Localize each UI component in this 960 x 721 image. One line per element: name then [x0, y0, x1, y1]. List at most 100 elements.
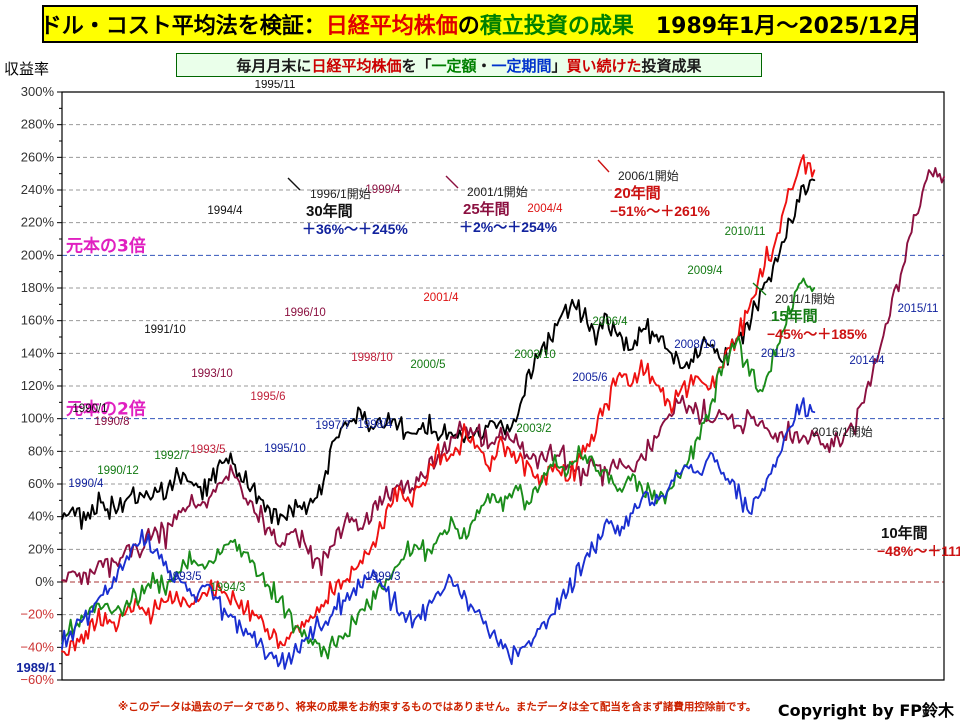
y-tick-label: 280% — [21, 117, 55, 132]
series-line-4 — [61, 397, 816, 670]
y-tick-label: 140% — [21, 345, 55, 360]
point-label: 1994/3 — [210, 582, 245, 594]
point-label: 2000/11 — [412, 80, 453, 81]
point-label: 1998/4 — [357, 419, 393, 431]
y-tick-label: 240% — [21, 182, 55, 197]
series-period-label-3: 15年間 — [771, 307, 818, 325]
y-tick-label: 200% — [21, 247, 55, 262]
title-part-2: 日経平均株価 — [325, 14, 458, 39]
series-range-label-0: ＋36%〜＋245% — [302, 221, 408, 237]
point-label: 1990/4 — [68, 478, 104, 490]
point-label: 2011/3 — [761, 348, 795, 360]
series-range-label-3: −45%〜＋185% — [767, 326, 868, 342]
title-part-3: の — [457, 14, 480, 39]
point-label: 1993/10 — [191, 368, 233, 380]
point-label: 1991/10 — [144, 324, 186, 336]
y-tick-label: 300% — [21, 84, 55, 99]
y-tick-label: 40% — [28, 509, 54, 524]
point-label: 1998/10 — [351, 352, 393, 364]
x-start-label-group: 1989/1 — [16, 660, 56, 675]
title-part-4: 積立投資の成果 — [479, 14, 634, 39]
chart-plot-area: 300% 280% 260% 240% 220% 200% 180% 160% 140% 120%… — [0, 80, 960, 690]
point-label: 1994/4 — [207, 205, 243, 217]
y-tick-labels-group: 300% 280% 260% 240% 220% 200% 180% 160% 140% 120%… — [20, 84, 54, 687]
y-tick-label: 80% — [28, 443, 54, 458]
subtitle-part-2: 日経平均株価 — [311, 56, 402, 75]
annotation-arrow-3 — [752, 282, 767, 296]
point-label: 2010/11 — [725, 226, 766, 238]
subtitle-part-6: 一定期間 — [491, 56, 552, 75]
data-series-group — [61, 154, 945, 670]
title-part-5: 1989年1月〜2025/12月 — [633, 14, 921, 39]
y-tick-label: −40% — [20, 639, 54, 654]
y-tick-label: 20% — [28, 541, 54, 556]
series-line-3 — [61, 277, 816, 660]
y-tick-label: 260% — [21, 149, 55, 164]
subtitle: 毎月月末に日経平均株価を「一定額・一定期間」買い続けた投資成果 — [236, 55, 701, 76]
series-range-label-4: −48%〜＋111% — [877, 543, 960, 559]
point-label: 1995/10 — [264, 443, 306, 455]
series-line-0 — [61, 178, 816, 530]
annotation-arrow-0 — [287, 177, 301, 191]
point-label: 1997/7 — [315, 420, 350, 432]
series-start-label-0: 1996/1開始 — [310, 187, 371, 201]
y-tick-label: −60% — [20, 672, 54, 687]
x-axis-start-label: 1989/1 — [16, 660, 56, 675]
point-labels-group: 1990/1 1991/10 1994/4 1995/11 1990/8 1993/10 1… — [68, 80, 938, 594]
series-line-1 — [61, 167, 945, 586]
point-label: 2008/10 — [674, 339, 716, 351]
page-title: ドル・コスト平均法を検証：日経平均株価の積立投資の成果 1989年1月〜2025… — [40, 8, 920, 40]
point-label: 2014/4 — [849, 355, 885, 367]
axis-lines-group — [61, 91, 945, 681]
point-label: 1999/3 — [365, 571, 400, 583]
point-label: 2003/10 — [514, 349, 556, 361]
y-tick-label: 60% — [28, 476, 54, 491]
series-start-label-4: 2016/1開始 — [812, 425, 873, 439]
series-period-label-4: 10年間 — [881, 524, 928, 542]
y-tick-label: −20% — [20, 607, 54, 622]
y-axis-title: 収益率 — [4, 60, 50, 78]
annotation-arrow-1 — [445, 175, 459, 189]
subtitle-part-8: 買い続けた — [566, 56, 642, 75]
y-tick-label: 220% — [21, 215, 55, 230]
series-start-label-2: 2006/1開始 — [618, 169, 679, 183]
y-tick-label: 100% — [21, 411, 55, 426]
y-tick-label: 120% — [21, 378, 55, 393]
point-label: 2005/6 — [572, 372, 607, 384]
series-range-label-2: −51%〜＋261% — [610, 203, 711, 219]
subtitle-part-4: 一定額 — [431, 56, 477, 75]
point-label: 1990/1 — [72, 403, 107, 415]
point-label: 1993/5 — [190, 444, 225, 456]
point-label: 1996/10 — [284, 307, 326, 319]
series-start-label-3: 2011/1開始 — [775, 292, 835, 306]
reference-label-0: 元本の3倍 — [66, 235, 146, 256]
copyright-text: Copyright by FP鈴木 — [777, 701, 954, 720]
point-label: 1995/11 — [255, 80, 296, 91]
point-label: 2006/4 — [592, 316, 628, 328]
y-tick-label: 0% — [35, 574, 54, 589]
series-range-label-1: ＋2%〜＋254% — [459, 219, 558, 235]
y-tick-label: 180% — [21, 280, 55, 295]
series-period-label-0: 30年間 — [306, 202, 353, 220]
disclaimer-text: ※このデータは過去のデータであり、将来の成果をお約束するものではありません。また… — [118, 701, 757, 713]
annotation-arrow-2 — [597, 159, 610, 173]
series-start-label-1: 2001/1開始 — [467, 185, 528, 199]
subtitle-part-5: ・ — [476, 56, 492, 75]
title-part-1: ドル・コスト平均法を検証： — [39, 14, 326, 39]
point-label: 1995/6 — [250, 391, 285, 403]
point-label: 1993/5 — [166, 571, 201, 583]
point-label: 2001/4 — [423, 292, 459, 304]
subtitle-part-1: 毎月月末に — [236, 56, 312, 75]
series-period-label-1: 25年間 — [463, 200, 510, 218]
point-label: 2003/2 — [516, 423, 551, 435]
subtitle-part-9: 投資成果 — [641, 56, 702, 75]
y-tick-label: 160% — [21, 313, 55, 328]
plot-frame — [61, 91, 945, 681]
reference-label-1: 元本の2倍 — [66, 399, 146, 420]
subtitle-banner: 毎月月末に日経平均株価を「一定額・一定期間」買い続けた投資成果 — [176, 53, 762, 77]
point-label: 2004/4 — [527, 203, 563, 215]
point-label: 1992/7 — [154, 450, 189, 462]
